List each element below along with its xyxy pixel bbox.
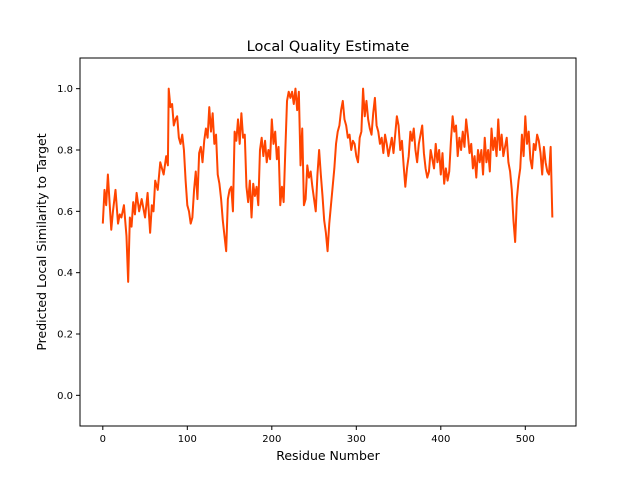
x-tick-label: 100: [178, 434, 197, 445]
y-axis-label: Predicted Local Similarity to Target: [34, 133, 49, 350]
x-tick-label: 300: [347, 434, 366, 445]
y-tick-label: 0.4: [57, 268, 73, 279]
y-tick-label: 0.8: [57, 146, 73, 157]
y-tick-label: 0.6: [57, 207, 73, 218]
ticks-layer: 0 100 200 300 400 500 0.0 0.2 0.4 0.6 0.8 1.0: [57, 84, 535, 445]
series-layer: [101, 87, 554, 283]
y-tick-label: 0.0: [57, 391, 73, 402]
x-tick-label: 500: [516, 434, 535, 445]
y-tick-label: 0.2: [57, 330, 73, 341]
y-tick-label: 1.0: [57, 84, 73, 95]
x-tick-label: 200: [262, 434, 281, 445]
x-tick-label: 400: [431, 434, 450, 445]
x-tick-label: 0: [100, 434, 106, 445]
x-axis-label: Residue Number: [276, 448, 380, 463]
series-line: [101, 87, 554, 283]
chart-title: Local Quality Estimate: [247, 39, 410, 55]
plot-frame: [79, 57, 577, 427]
